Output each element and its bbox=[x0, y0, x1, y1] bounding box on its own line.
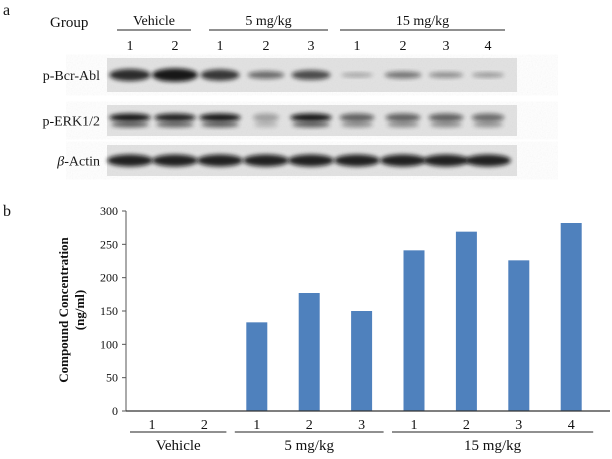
y-tick-label: 50 bbox=[106, 371, 118, 385]
lane-number: 3 bbox=[308, 39, 315, 54]
panel-b-label: b bbox=[3, 203, 11, 220]
x-tick-label: 3 bbox=[358, 418, 365, 433]
protein-band bbox=[385, 113, 421, 122]
x-tick-label: 2 bbox=[306, 418, 313, 433]
panel-a-label: a bbox=[3, 2, 10, 19]
group-label: Group bbox=[50, 15, 88, 31]
protein-band bbox=[109, 69, 151, 81]
protein-band bbox=[152, 154, 198, 167]
bar bbox=[560, 223, 582, 411]
y-tick-label: 250 bbox=[100, 237, 118, 251]
lane-number: 2 bbox=[172, 39, 179, 54]
group-name: Vehicle bbox=[133, 14, 175, 29]
x-tick-label: 2 bbox=[463, 418, 470, 433]
protein-band bbox=[473, 121, 503, 128]
protein-band bbox=[201, 121, 239, 128]
lane-number: 2 bbox=[400, 39, 407, 54]
protein-band bbox=[200, 69, 240, 81]
protein-band bbox=[288, 154, 334, 167]
protein-band bbox=[243, 154, 289, 167]
protein-band bbox=[471, 113, 505, 122]
blot-row: p-Bcr-Abl bbox=[43, 58, 517, 92]
protein-band bbox=[290, 113, 332, 122]
protein-band bbox=[154, 113, 196, 122]
x-tick-label: 2 bbox=[201, 418, 208, 433]
protein-band bbox=[384, 71, 422, 79]
protein-band bbox=[247, 71, 285, 79]
blot-label: p-Bcr-Abl bbox=[43, 69, 100, 84]
x-tick-label: 3 bbox=[515, 418, 522, 433]
protein-band bbox=[109, 113, 151, 122]
group-name: 5 mg/kg bbox=[245, 14, 291, 29]
lane-number: 1 bbox=[127, 39, 134, 54]
blot-label: β-Actin bbox=[56, 155, 100, 170]
protein-band bbox=[430, 121, 462, 128]
protein-band bbox=[291, 70, 331, 80]
y-axis-title-line2: (ng/ml) bbox=[72, 290, 87, 330]
y-tick-label: 100 bbox=[100, 337, 118, 351]
bar bbox=[403, 250, 425, 411]
protein-band bbox=[341, 121, 373, 128]
bar-chart: 0 50 100 150 200 250 300 1 2 1 2 3 1 2 3 4 Vehicle 5 mg/k… bbox=[100, 204, 610, 454]
bar bbox=[298, 293, 320, 411]
lane-number: 1 bbox=[217, 39, 224, 54]
protein-band bbox=[334, 154, 380, 167]
bar bbox=[351, 311, 373, 411]
protein-band bbox=[340, 72, 374, 78]
protein-band bbox=[428, 72, 464, 78]
lane-number: 1 bbox=[354, 39, 361, 54]
protein-band bbox=[292, 121, 330, 128]
x-group-label: 15 mg/kg bbox=[464, 438, 522, 454]
protein-band bbox=[152, 68, 198, 82]
y-axis-title-line1: Compound Concentration bbox=[56, 236, 71, 382]
protein-band bbox=[252, 113, 280, 122]
protein-band bbox=[111, 121, 149, 128]
protein-band bbox=[423, 154, 469, 167]
protein-band bbox=[156, 121, 194, 128]
protein-band bbox=[380, 154, 426, 167]
blot-row: p-ERK1/2 bbox=[42, 105, 517, 136]
western-blots: p-Bcr-Abl p-ERK1/2 β-Actin bbox=[42, 58, 517, 176]
protein-band bbox=[199, 113, 241, 122]
y-tick-label: 150 bbox=[100, 304, 118, 318]
lane-number: 2 bbox=[263, 39, 270, 54]
protein-band bbox=[471, 72, 505, 78]
x-tick-label: 1 bbox=[411, 418, 418, 433]
protein-band bbox=[387, 121, 419, 128]
group-name: 15 mg/kg bbox=[396, 14, 449, 29]
bar bbox=[455, 231, 477, 411]
x-group-label: Vehicle bbox=[156, 438, 201, 454]
y-axis-title: Compound Concentration (ng/ml) bbox=[56, 236, 87, 382]
protein-band bbox=[197, 154, 243, 167]
x-group-label: 5 mg/kg bbox=[284, 438, 334, 454]
bar bbox=[246, 322, 268, 411]
y-tick-label: 300 bbox=[100, 204, 118, 218]
protein-band bbox=[465, 154, 511, 167]
protein-band bbox=[339, 113, 375, 122]
lane-number: 4 bbox=[485, 39, 492, 54]
lane-number: 3 bbox=[443, 39, 450, 54]
blot-row: β-Actin bbox=[56, 145, 517, 176]
protein-band bbox=[428, 113, 464, 122]
bar bbox=[508, 260, 530, 411]
x-tick-label: 1 bbox=[149, 418, 156, 433]
y-tick-label: 0 bbox=[112, 404, 118, 418]
protein-band bbox=[107, 154, 153, 167]
y-tick-label: 200 bbox=[100, 271, 118, 285]
x-tick-label: 4 bbox=[568, 418, 575, 433]
blot-label: p-ERK1/2 bbox=[42, 115, 100, 130]
protein-band bbox=[254, 121, 278, 128]
blot-header: Vehicle 1 2 5 mg/kg 1 2 3 15 mg/kg 1 2 3 4 bbox=[117, 14, 505, 54]
x-tick-label: 1 bbox=[253, 418, 260, 433]
